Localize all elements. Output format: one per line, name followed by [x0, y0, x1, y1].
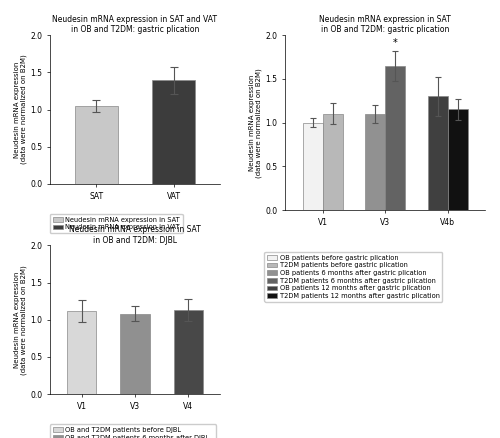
Legend: OB and T2DM patients before DJBL, OB and T2DM patients 6 months after DJBL, OB a: OB and T2DM patients before DJBL, OB and…: [50, 424, 216, 438]
Bar: [152, 81, 195, 184]
Title: Neudesin mRNA expression in SAT
in OB and T2DM: gastric plication: Neudesin mRNA expression in SAT in OB an…: [319, 15, 451, 34]
Bar: [174, 310, 203, 394]
Legend: Neudesin mRNA expression in SAT, Neudesin mRNA expression in VAT: Neudesin mRNA expression in SAT, Neudesi…: [50, 214, 182, 233]
Bar: [385, 66, 405, 210]
Bar: [68, 311, 96, 394]
Y-axis label: Neudesin mRNA expression
(data were normalized on B2M): Neudesin mRNA expression (data were norm…: [249, 68, 262, 177]
Bar: [428, 96, 448, 210]
Title: Neudesin mRNA expression in SAT
in OB and T2DM: DJBL: Neudesin mRNA expression in SAT in OB an…: [69, 225, 201, 244]
Bar: [365, 114, 385, 210]
Bar: [120, 314, 150, 394]
Text: *: *: [392, 38, 398, 48]
Bar: [302, 123, 322, 210]
Title: Neudesin mRNA expression in SAT and VAT
in OB and T2DM: gastric plication: Neudesin mRNA expression in SAT and VAT …: [52, 15, 218, 34]
Y-axis label: Neudesin mRNA expression
(data were normalized on B2M): Neudesin mRNA expression (data were norm…: [14, 265, 28, 374]
Bar: [322, 114, 342, 210]
Y-axis label: Neudesin mRNA expression
(data were normalized on B2M): Neudesin mRNA expression (data were norm…: [14, 55, 28, 164]
Bar: [448, 110, 468, 210]
Legend: OB patients before gastric plication, T2DM patients before gastric plication, OB: OB patients before gastric plication, T2…: [264, 252, 442, 302]
Bar: [75, 106, 118, 184]
